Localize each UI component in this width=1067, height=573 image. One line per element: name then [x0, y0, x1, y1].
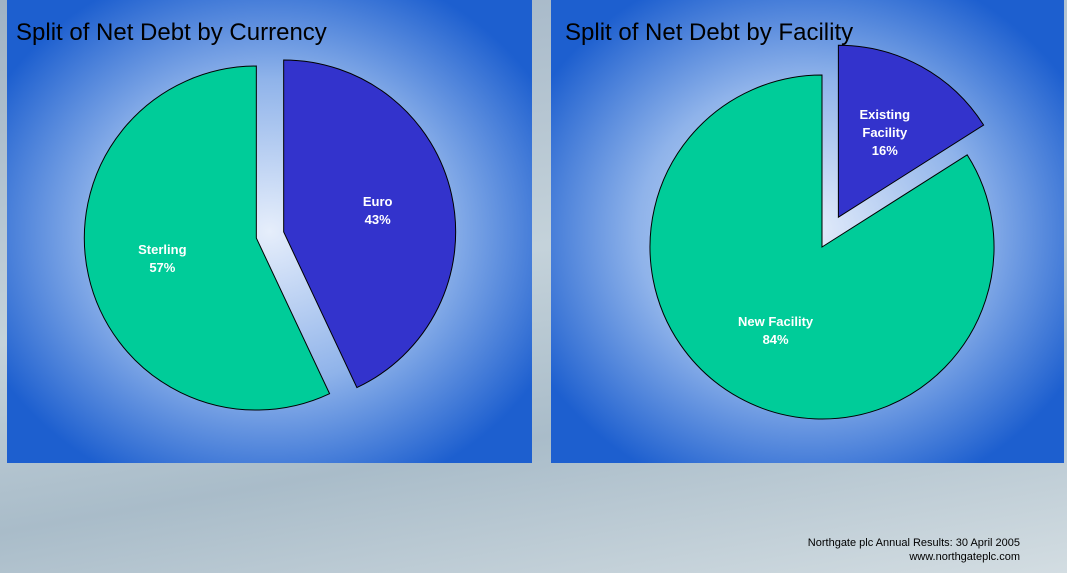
slice-category: Existing Facility: [859, 106, 911, 140]
slice-category: New Facility: [738, 314, 814, 330]
slice-value: 57%: [149, 260, 176, 276]
pie-slice: [837, 44, 985, 219]
pie-slice: [649, 74, 995, 420]
chart-title: Split of Net Debt by Currency: [16, 19, 327, 46]
slice-label: Sterling 57%: [97, 241, 227, 277]
slice-label: New Facility 84%: [711, 313, 841, 349]
footer-text: Northgate plc Annual Results: 30 April 2…: [808, 537, 1020, 549]
slice-label: Existing Facility 16%: [850, 106, 920, 160]
slice-value: 84%: [762, 332, 789, 348]
slice-category: Sterling: [138, 242, 187, 258]
pie-slice: [283, 59, 457, 389]
slice-value: 43%: [364, 211, 391, 227]
footer-text: www.northgateplc.com: [908, 551, 1020, 563]
slice-category: Euro: [362, 193, 393, 209]
pie-slice: [83, 65, 331, 411]
slice-label: Euro 43%: [313, 193, 443, 229]
chart-title: Split of Net Debt by Facility: [565, 19, 853, 46]
slice-value: 16%: [871, 142, 898, 158]
